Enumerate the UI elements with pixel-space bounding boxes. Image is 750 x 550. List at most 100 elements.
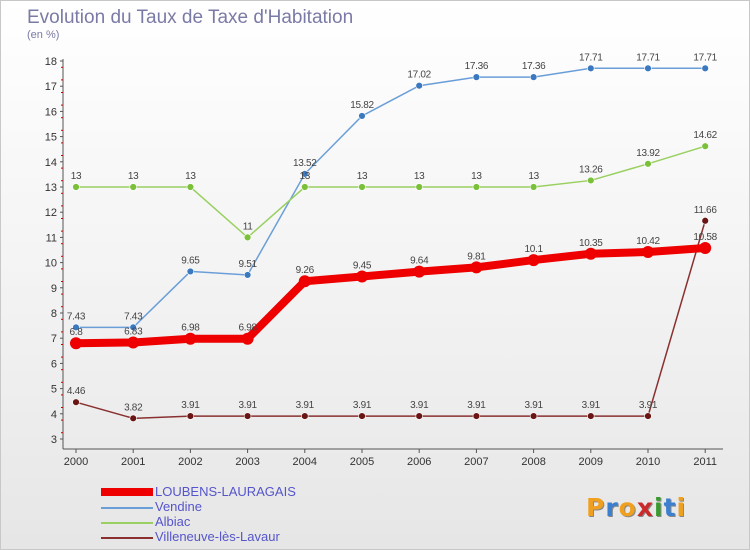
- data-label: 13.52: [293, 158, 317, 169]
- legend-swatch: [101, 507, 153, 509]
- data-label: 3.91: [639, 400, 658, 411]
- y-tick-label: 13: [45, 182, 57, 194]
- legend: LOUBENS-LAURAGAIS Vendine Albiac Villene…: [101, 484, 361, 545]
- data-label: 6.8: [69, 327, 83, 338]
- logo-letter: t: [663, 493, 677, 522]
- data-point: [356, 270, 368, 283]
- data-label: 9.26: [296, 265, 315, 276]
- data-point: [472, 412, 481, 420]
- x-tick-label: 2006: [407, 456, 431, 468]
- data-label: 17.71: [693, 52, 717, 63]
- data-point: [186, 267, 195, 276]
- y-tick-label: 11: [46, 232, 57, 244]
- data-point: [301, 412, 309, 420]
- data-label: 3.91: [296, 400, 315, 411]
- data-point: [186, 183, 195, 191]
- logo-letter: P: [586, 493, 606, 522]
- y-tick-label: 4: [51, 409, 57, 421]
- data-point: [470, 261, 483, 274]
- data-point: [472, 73, 481, 81]
- data-label: 10.58: [693, 232, 717, 243]
- data-label: 7.43: [124, 311, 143, 322]
- data-label: 10.35: [579, 238, 603, 249]
- data-label: 3.91: [524, 400, 543, 411]
- legend-swatch: [101, 522, 153, 524]
- data-label: 13: [71, 171, 82, 182]
- logo-letter: i: [654, 493, 664, 522]
- data-label: 17.71: [579, 52, 603, 63]
- data-point: [584, 247, 597, 260]
- data-point: [184, 332, 197, 345]
- legend-label: LOUBENS-LAURAGAIS: [155, 484, 296, 499]
- data-label: 10.1: [524, 244, 543, 255]
- data-point: [358, 112, 366, 120]
- legend-item-vendine: Vendine: [101, 499, 361, 515]
- data-label: 17.36: [465, 61, 489, 72]
- x-tick-label: 2002: [178, 456, 202, 468]
- data-label: 3.82: [124, 402, 143, 413]
- data-point: [243, 233, 252, 242]
- x-tick-label: 2007: [464, 456, 488, 468]
- data-point: [529, 73, 538, 81]
- logo-letter: i: [676, 493, 687, 522]
- data-point: [129, 414, 137, 423]
- data-point: [413, 265, 426, 278]
- data-point: [642, 246, 654, 259]
- proxiti-logo: Proxiti: [586, 493, 686, 522]
- x-tick-label: 2004: [293, 456, 317, 468]
- data-point: [301, 170, 309, 178]
- data-label: 9.65: [181, 255, 200, 266]
- data-label: 6.98: [238, 323, 257, 334]
- legend-swatch: [101, 488, 153, 496]
- data-label: 4.46: [67, 386, 86, 397]
- data-point: [127, 336, 140, 349]
- data-point: [70, 337, 82, 350]
- y-tick-label: 6: [51, 358, 57, 370]
- x-tick-label: 2009: [579, 456, 603, 468]
- data-point: [701, 142, 709, 150]
- data-label: 6.83: [124, 326, 143, 337]
- y-tick-label: 5: [51, 384, 57, 396]
- data-point: [644, 64, 652, 73]
- data-point: [72, 183, 80, 191]
- logo-letter: r: [605, 493, 619, 522]
- y-tick-label: 16: [45, 106, 57, 118]
- x-tick-label: 2010: [636, 456, 660, 468]
- data-label: 3.91: [181, 400, 200, 411]
- data-label: 14.62: [693, 130, 717, 141]
- x-tick-label: 2000: [64, 456, 88, 468]
- data-point: [701, 64, 709, 73]
- legend-swatch: [101, 537, 153, 539]
- data-point: [129, 183, 137, 191]
- y-tick-label: 17: [45, 81, 57, 93]
- data-label: 13: [357, 171, 368, 182]
- y-tick-label: 15: [45, 132, 57, 144]
- data-label: 3.91: [238, 400, 257, 411]
- data-point: [529, 183, 538, 191]
- data-label: 13: [528, 171, 539, 182]
- y-tick-label: 10: [45, 258, 57, 270]
- data-point: [644, 160, 652, 168]
- data-label: 11: [243, 221, 254, 232]
- data-label: 9.64: [410, 256, 429, 267]
- data-label: 3.91: [353, 400, 372, 411]
- logo-letter: o: [618, 493, 637, 522]
- y-tick-label: 7: [51, 333, 57, 345]
- series-line-loubens: [72, 243, 710, 348]
- legend-item-villeneuve: Villeneuve-lès-Lavaur: [101, 529, 361, 545]
- data-point: [129, 323, 137, 332]
- logo-letter: x: [636, 493, 654, 522]
- series-line: [76, 145, 706, 239]
- y-tick-label: 18: [45, 56, 57, 68]
- x-tick-label: 2003: [235, 456, 259, 468]
- y-tick-label: 12: [45, 207, 57, 219]
- data-point: [587, 176, 595, 185]
- legend-item-loubens: LOUBENS-LAURAGAIS: [101, 484, 361, 500]
- data-point: [527, 254, 540, 267]
- data-label: 11.66: [694, 205, 718, 216]
- data-label: 13.92: [636, 148, 660, 159]
- y-tick-label: 14: [45, 157, 57, 169]
- data-label: 6.98: [181, 323, 200, 334]
- data-label: 13: [300, 171, 311, 182]
